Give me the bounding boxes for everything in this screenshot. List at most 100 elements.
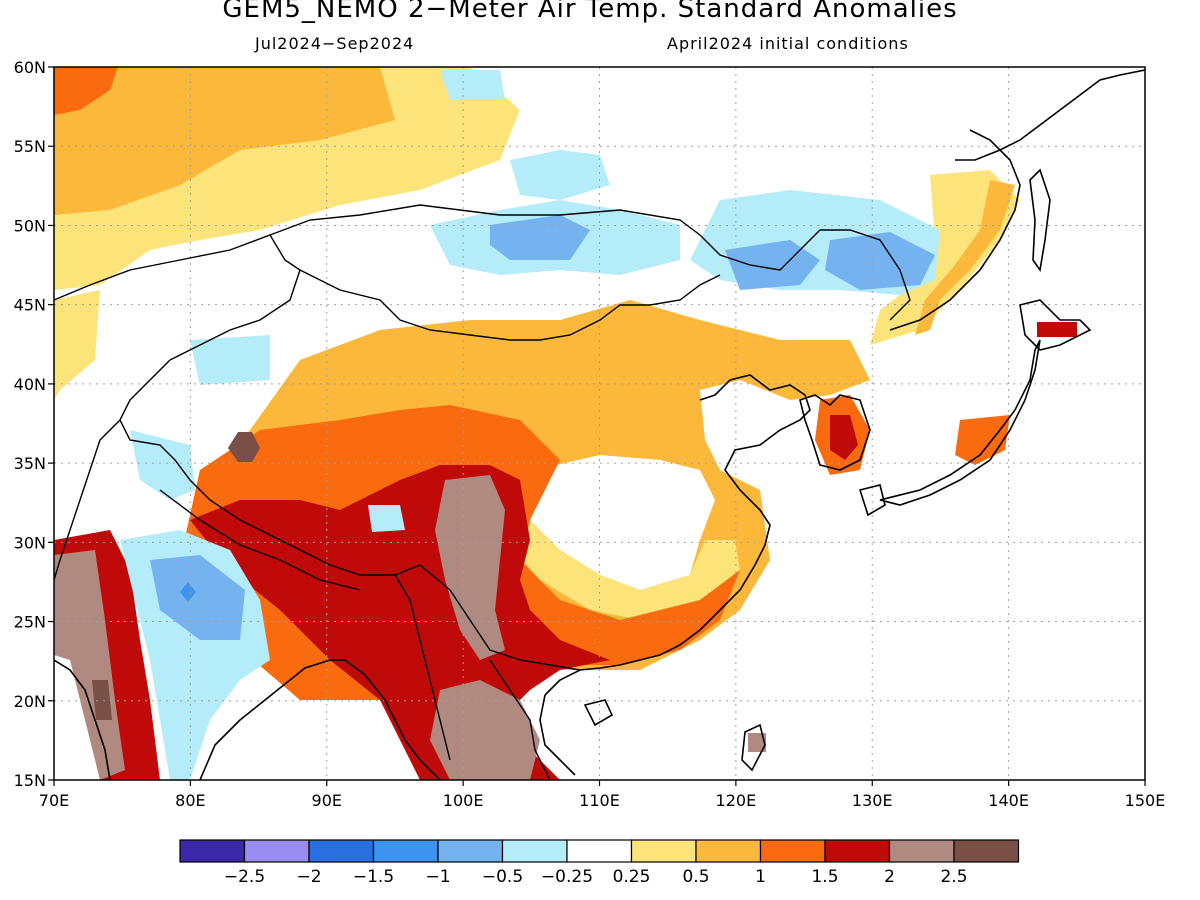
colorbar: −2.5 −2 −1.5 −1 −0.5 −0.25 0.25 0.5 1 1.5 2 2.5 bbox=[179, 839, 1020, 887]
lat-tick-label: 35N bbox=[14, 454, 46, 473]
border-himalaya-south bbox=[159, 489, 361, 591]
colorbar-label: 1.5 bbox=[811, 867, 838, 887]
colorbar-swatch bbox=[308, 839, 375, 863]
anomaly-region-taiwan-brown bbox=[748, 733, 766, 752]
anomaly-region-kazakh-yellow bbox=[54, 290, 100, 400]
map-title: GEM5_NEMO 2−Meter Air Temp. Standard Ano… bbox=[222, 0, 958, 24]
lon-tick-label: 70E bbox=[39, 791, 69, 810]
lat-tick-label: 30N bbox=[14, 533, 46, 552]
anomaly-region-indochina-brown bbox=[430, 680, 540, 780]
anomaly-region-india-brown bbox=[54, 550, 125, 780]
anomaly-region-korea-darkred bbox=[830, 415, 858, 460]
colorbar-swatch bbox=[243, 839, 310, 863]
anomaly-region-baikal-cool bbox=[510, 150, 610, 200]
coastline-hokkaido bbox=[1019, 299, 1092, 351]
lat-tick-label: 25N bbox=[14, 613, 46, 632]
colorbar-label: −1 bbox=[425, 867, 450, 887]
anomaly-region-east-china-neutral bbox=[530, 455, 715, 590]
coastline-hainan bbox=[583, 699, 614, 727]
anomaly-region-hokkaido-darkred bbox=[1037, 322, 1077, 337]
latitude-ticks: 15N 20N 25N 30N 35N 40N 45N 50N 55N 60N bbox=[14, 58, 54, 790]
anomaly-region-east-siberia-orange bbox=[915, 180, 1015, 335]
anomaly-region-amur-cooler bbox=[825, 232, 935, 290]
anomaly-region-mongolia-cooler bbox=[490, 215, 590, 260]
border-laos-vietnam bbox=[489, 659, 551, 780]
forecast-period: Jul2024−Sep2024 bbox=[255, 34, 415, 53]
lon-tick-label: 150E bbox=[1125, 791, 1166, 810]
lat-tick-label: 55N bbox=[14, 137, 46, 156]
anomaly-region-manchuria-cooler bbox=[725, 240, 820, 290]
lat-tick-label: 45N bbox=[14, 296, 46, 315]
border-china-west bbox=[119, 359, 421, 576]
anomaly-region-tarim-extreme bbox=[228, 432, 260, 462]
anomaly-region-north-cool bbox=[440, 70, 505, 100]
coastline-korea bbox=[799, 394, 871, 471]
border-myanmar bbox=[394, 574, 451, 761]
colorbar-label: −2.5 bbox=[224, 867, 265, 887]
anomaly-region-japan-red bbox=[955, 415, 1010, 465]
colorbar-swatch bbox=[888, 839, 955, 863]
colorbar-label: 2.5 bbox=[940, 867, 967, 887]
border-mongolia-china bbox=[299, 269, 721, 341]
anomaly-region-india-extreme bbox=[92, 680, 112, 720]
anomaly-region-tibet-brown bbox=[435, 475, 505, 660]
border-india-pakistan bbox=[54, 419, 121, 581]
coastline-bay-of-bengal bbox=[199, 659, 441, 780]
coastline-india-west bbox=[54, 659, 111, 780]
anomaly-region-east-china-yellow bbox=[500, 460, 740, 620]
lat-tick-label: 15N bbox=[14, 771, 46, 790]
border-kazakhstan bbox=[54, 234, 301, 361]
coastline-okhotsk bbox=[955, 69, 1145, 161]
coastline-indochina bbox=[539, 694, 576, 776]
lat-tick-label: 50N bbox=[14, 216, 46, 235]
country-borders bbox=[54, 204, 911, 780]
colorbar-swatch bbox=[824, 839, 891, 863]
colorbar-label: −2 bbox=[296, 867, 321, 887]
anomaly-region-tibet-cool bbox=[368, 505, 405, 532]
anomaly-region-northwest-orange bbox=[54, 67, 395, 215]
coastline-sakhalin bbox=[1029, 168, 1051, 273]
anomaly-region-far-northwest-red bbox=[54, 67, 118, 115]
lon-tick-label: 120E bbox=[716, 791, 757, 810]
colorbar-label: −0.25 bbox=[541, 867, 593, 887]
coastline-honshu bbox=[879, 339, 1041, 506]
border-china-southeast-asia bbox=[419, 564, 581, 671]
border-russia-mongolia-china bbox=[269, 204, 911, 321]
colorbar-swatch bbox=[953, 839, 1020, 863]
anomaly-region-kazakh-cool bbox=[190, 335, 270, 385]
colorbar-label: 1 bbox=[755, 867, 766, 887]
lon-tick-label: 130E bbox=[852, 791, 893, 810]
lat-tick-label: 20N bbox=[14, 692, 46, 711]
colorbar-label: −1.5 bbox=[353, 867, 394, 887]
lon-tick-label: 90E bbox=[312, 791, 342, 810]
colorbar-label: 2 bbox=[884, 867, 895, 887]
lat-tick-label: 40N bbox=[14, 375, 46, 394]
lon-tick-label: 80E bbox=[175, 791, 205, 810]
coastline-china bbox=[544, 374, 811, 696]
initial-conditions: April2024 initial conditions bbox=[667, 34, 909, 53]
colorbar-swatch bbox=[179, 839, 246, 863]
coastline-kyushu bbox=[858, 484, 886, 517]
longitude-ticks: 70E 80E 90E 100E 110E 120E 130E 140E 150E bbox=[39, 780, 1166, 810]
anomaly-region-kashmir-cool bbox=[130, 430, 195, 500]
lon-tick-label: 140E bbox=[988, 791, 1029, 810]
colorbar-swatch bbox=[759, 839, 826, 863]
anomaly-region-india-coolest bbox=[180, 582, 196, 602]
lon-tick-label: 110E bbox=[579, 791, 620, 810]
colorbar-swatch bbox=[437, 839, 504, 863]
colorbar-swatch bbox=[501, 839, 568, 863]
colorbar-swatch bbox=[372, 839, 439, 863]
lat-tick-label: 60N bbox=[14, 58, 46, 77]
colorbar-label: 0.25 bbox=[613, 867, 651, 887]
anomaly-region-east-siberia-yellow bbox=[870, 170, 1020, 345]
anomaly-region-india-cooler bbox=[150, 555, 245, 640]
colorbar-label: −0.5 bbox=[482, 867, 523, 887]
colorbar-swatch bbox=[566, 839, 633, 863]
colorbar-swatch bbox=[630, 839, 697, 863]
colorbar-swatch bbox=[695, 839, 762, 863]
anomaly-field bbox=[54, 67, 1077, 780]
lon-tick-label: 100E bbox=[443, 791, 484, 810]
coastlines bbox=[54, 69, 1145, 780]
colorbar-label: 0.5 bbox=[682, 867, 709, 887]
